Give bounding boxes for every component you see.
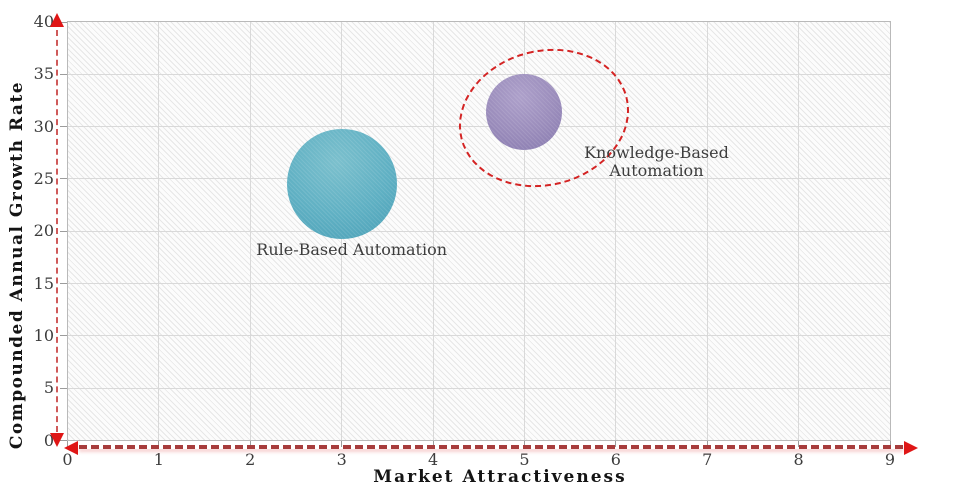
x-tick-mark bbox=[798, 441, 800, 447]
y-tick-label: 35 bbox=[33, 64, 54, 84]
x-tick-mark bbox=[158, 441, 160, 447]
x-tick-mark bbox=[341, 441, 343, 447]
x-tick-label: 8 bbox=[793, 450, 804, 469]
bubble-label-line: Knowledge-Based bbox=[584, 142, 729, 162]
x-tick-mark bbox=[706, 441, 708, 447]
y-tick-label: 20 bbox=[33, 221, 54, 241]
y-tick-label: 5 bbox=[43, 378, 54, 398]
y-axis-down-arrow-icon bbox=[50, 433, 64, 447]
x-tick-mark bbox=[615, 441, 617, 447]
y-axis-up-arrow-icon bbox=[50, 13, 64, 27]
y-gridline bbox=[68, 126, 890, 128]
bubble-label-rule-based-automation: Rule-Based Automation bbox=[256, 241, 447, 259]
bubble-label-knowledge-based-automation: Knowledge-Based Automation bbox=[584, 142, 729, 180]
x-axis-title: Market Attractiveness bbox=[373, 467, 627, 487]
y-tick-label: 0 bbox=[43, 430, 54, 450]
bubble-label-line: Rule-Based Automation bbox=[256, 240, 448, 260]
y-tick-label: 25 bbox=[33, 168, 54, 188]
x-tick-label: 2 bbox=[245, 450, 256, 469]
y-tick-mark bbox=[60, 387, 67, 389]
y-tick-mark bbox=[60, 283, 67, 285]
x-tick-mark bbox=[249, 441, 251, 447]
bubble-rule-based-automation bbox=[286, 129, 397, 240]
y-tick-mark bbox=[60, 126, 67, 128]
bubble-texture bbox=[486, 73, 563, 150]
y-gridline bbox=[68, 283, 890, 285]
x-tick-label: 5 bbox=[519, 450, 530, 469]
x-tick-mark bbox=[889, 441, 891, 447]
x-tick-label: 7 bbox=[702, 450, 713, 469]
x-tick-label: 9 bbox=[884, 450, 896, 469]
x-tick-label: 1 bbox=[153, 450, 164, 469]
y-axis-title: Compounded Annual Growth Rate bbox=[7, 80, 27, 450]
x-tick-label: 0 bbox=[62, 450, 73, 469]
y-tick-label: 30 bbox=[33, 116, 54, 136]
y-gridline bbox=[68, 230, 890, 232]
bubble-knowledge-based-automation bbox=[486, 73, 563, 150]
x-tick-label: 6 bbox=[610, 450, 621, 469]
y-tick-mark bbox=[60, 230, 67, 232]
bubble-texture bbox=[286, 129, 397, 240]
y-gridline bbox=[68, 73, 890, 75]
y-tick-label: 40 bbox=[33, 12, 54, 31]
x-axis-dashed-line bbox=[79, 445, 903, 449]
x-tick-mark bbox=[432, 441, 434, 447]
x-tick-mark bbox=[523, 441, 525, 447]
x-axis-left-arrow-icon bbox=[64, 441, 78, 455]
y-tick-label: 15 bbox=[33, 273, 54, 293]
y-gridline bbox=[68, 387, 890, 389]
y-gridline bbox=[68, 178, 890, 180]
y-tick-mark bbox=[60, 178, 67, 180]
bubble-label-line: Automation bbox=[609, 160, 704, 180]
x-tick-label: 4 bbox=[427, 450, 439, 469]
y-axis-dashed-line bbox=[56, 30, 58, 432]
y-gridline bbox=[68, 335, 890, 337]
y-tick-label: 10 bbox=[33, 325, 54, 345]
x-axis-right-arrow-icon bbox=[904, 441, 918, 455]
x-tick-label: 3 bbox=[336, 450, 347, 469]
y-tick-mark bbox=[60, 335, 67, 337]
y-tick-mark bbox=[60, 73, 67, 75]
